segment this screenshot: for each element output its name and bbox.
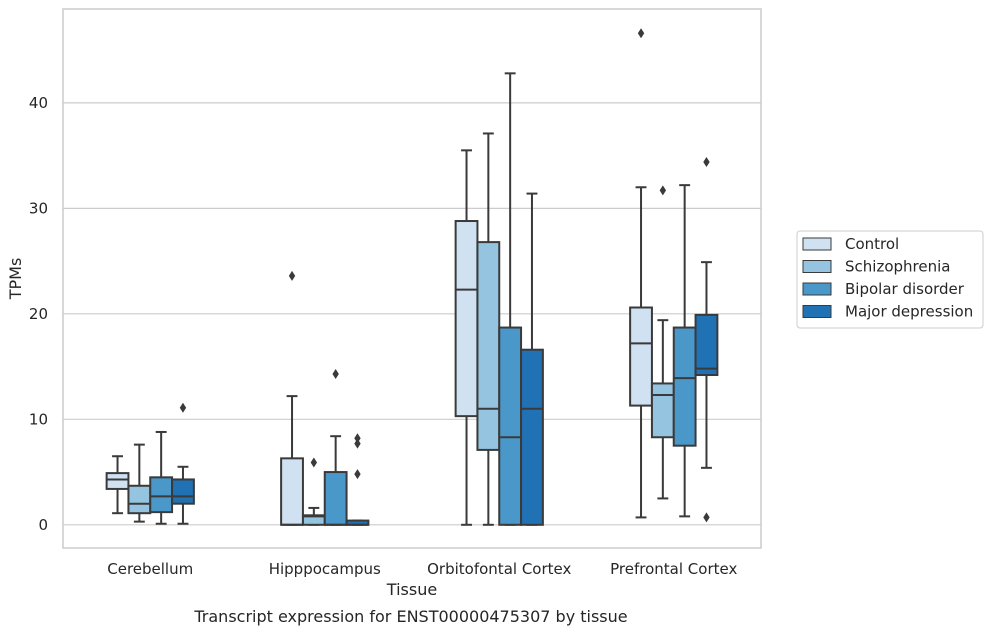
box-group: [301, 457, 326, 526]
y-tick-label: 10: [29, 410, 48, 428]
box-group: [149, 430, 174, 525]
y-tick-label: 40: [29, 94, 48, 112]
y-tick-label: 20: [29, 305, 48, 323]
box-group: [280, 270, 304, 526]
outlier-point: [332, 368, 339, 379]
box: [520, 348, 544, 526]
box: [454, 220, 479, 418]
x-axis-ticks: Cerebellum Hipppocampus Orbitofontal Corte…: [107, 560, 737, 578]
outlier-point: [659, 185, 667, 196]
legend-swatch: [802, 260, 832, 273]
plot-area-frame: [62, 8, 762, 549]
box-group: [171, 402, 195, 525]
gridlines: [63, 102, 761, 526]
box: [672, 326, 697, 447]
box-group: [629, 28, 653, 519]
legend-label: Schizophrenia: [845, 258, 950, 276]
y-tick-label: 30: [29, 199, 48, 217]
box-group: [127, 443, 152, 523]
x-tick-label: Hipppocampus: [269, 560, 381, 578]
box-group: [694, 156, 719, 523]
legend-label: Major depression: [845, 303, 973, 321]
y-axis-ticks: 0 10 20 30 40: [29, 94, 48, 534]
box: [127, 484, 152, 515]
box-group: [454, 149, 479, 526]
x-tick-label: Orbitofontal Cortex: [427, 560, 571, 578]
outlier-point: [288, 270, 296, 281]
box: [650, 382, 675, 439]
legend-swatch: [802, 237, 832, 251]
box-group: [345, 433, 370, 526]
x-tick-label: Cerebellum: [107, 560, 193, 578]
y-tick-label: 0: [38, 516, 48, 534]
legend: Control Schizophrenia Bipolar disorder Majo…: [796, 230, 984, 329]
outlier-point: [637, 28, 645, 39]
box: [694, 313, 719, 377]
box: [498, 326, 523, 526]
x-tick-label: Prefrontal Cortex: [610, 560, 737, 578]
legend-label: Bipolar disorder: [845, 280, 965, 298]
legend-frame: [796, 230, 984, 329]
box-group: [498, 72, 523, 526]
box: [280, 457, 304, 526]
outlier-point: [310, 457, 318, 468]
box-group: [672, 184, 697, 518]
box-group: [520, 192, 544, 526]
y-axis-title: TPMs: [6, 258, 25, 301]
legend-swatch: [802, 282, 832, 296]
box: [171, 478, 195, 505]
outlier-point: [354, 433, 361, 444]
legend-label: Control: [845, 235, 899, 253]
box: [105, 472, 130, 490]
box-plot-boxes: [105, 28, 719, 526]
box: [629, 306, 653, 407]
box-group: [323, 368, 348, 526]
box-group: [476, 132, 501, 526]
outlier-point: [179, 402, 187, 413]
box: [323, 471, 348, 526]
x-axis-title: Tissue: [386, 580, 437, 599]
box: [476, 241, 501, 451]
legend-swatch: [802, 305, 832, 318]
outlier-point: [354, 469, 361, 480]
outlier-point: [703, 512, 710, 523]
outlier-point: [354, 438, 361, 449]
box: [149, 476, 174, 514]
box-group: [650, 185, 675, 500]
outlier-point: [703, 156, 710, 167]
chart-caption: Transcript expression for ENST0000047530…: [193, 607, 627, 626]
box-group: [105, 455, 130, 515]
